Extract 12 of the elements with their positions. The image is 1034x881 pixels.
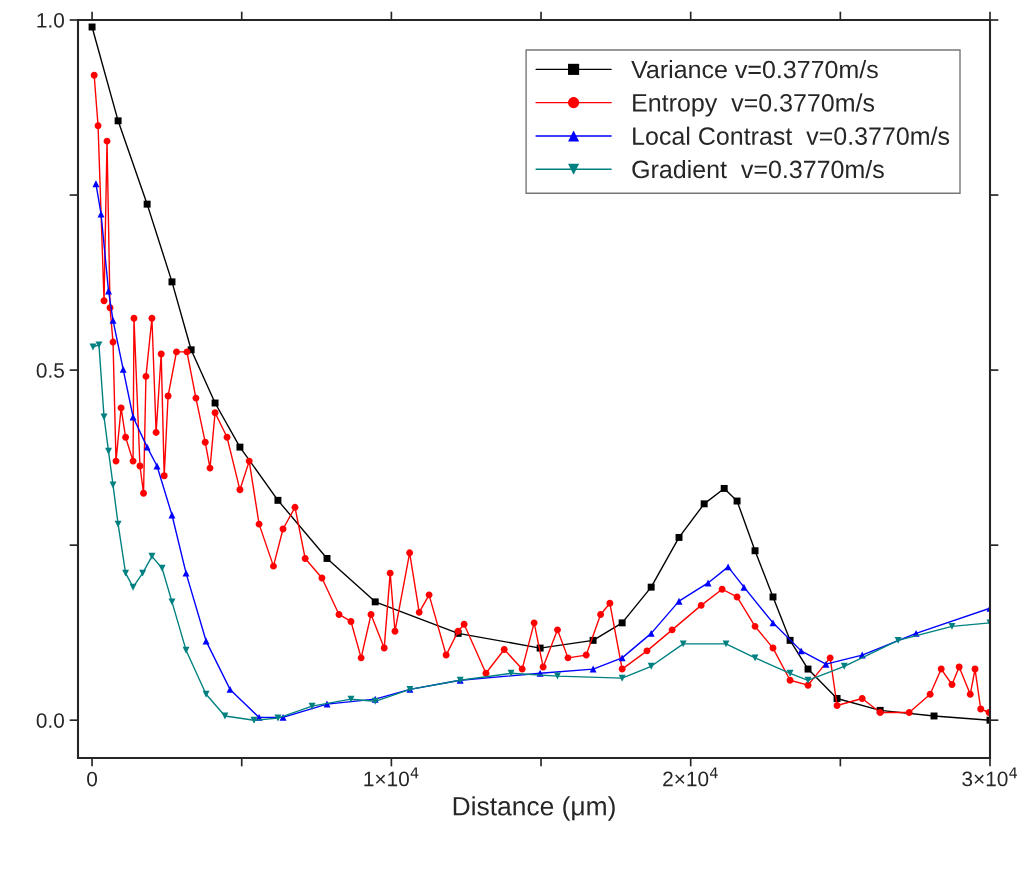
x-axis-title: Distance (μm) [453,796,615,821]
legend-label: Gradient v=0.3770m/s [632,159,884,179]
x-tick-label: 1×10$^{4}$ [364,767,419,787]
x-tick-label: 2×10$^{4}$ [663,767,718,787]
legend-label: Entropy v=0.3770m/s [633,93,875,117]
y-tick-label: 0.5 [36,363,64,378]
legend-label: Local Contrast v=0.3770m/s [633,126,950,145]
x-tick-label: 0 [87,771,98,787]
legend-label: Variance v=0.3770m/s [631,60,878,79]
x-tick-label: 3×10$^{4}$ [962,767,1018,787]
y-tick-label: 0.0 [36,713,64,728]
y-tick-label: 1.0 [37,13,64,28]
